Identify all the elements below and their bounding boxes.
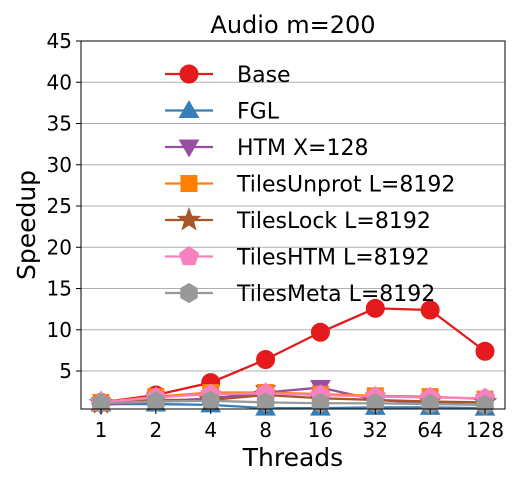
x-ticks: 1 2 4 8 16 32 64 128 bbox=[95, 409, 504, 442]
y-tick-label: 20 bbox=[47, 235, 72, 259]
data-point bbox=[256, 349, 276, 369]
x-tick-label: 64 bbox=[417, 418, 442, 442]
data-point bbox=[420, 300, 440, 320]
y-tick-label: 45 bbox=[47, 29, 72, 53]
series-line bbox=[101, 402, 486, 410]
y-axis-title: Speedup bbox=[12, 170, 41, 280]
x-axis-title: Threads bbox=[242, 443, 343, 472]
y-tick-label: 35 bbox=[47, 112, 72, 136]
legend-entry: TilesHTM L=8192 bbox=[165, 246, 430, 271]
legend-entry: TilesMeta L=8192 bbox=[165, 282, 435, 307]
x-tick-label: 1 bbox=[95, 418, 108, 442]
legend-label: HTM X=128 bbox=[237, 136, 368, 161]
y-tick-label: 40 bbox=[47, 70, 72, 94]
legend-label: Base bbox=[237, 63, 291, 88]
plot-frame bbox=[80, 40, 506, 410]
series-line bbox=[100, 393, 486, 405]
grid-lines bbox=[81, 40, 505, 372]
x-tick-label: 4 bbox=[204, 418, 217, 442]
x-tick-label: 8 bbox=[259, 418, 272, 442]
data-point bbox=[147, 391, 165, 412]
legend-label: TilesHTM L=8192 bbox=[236, 246, 430, 271]
y-ticks: 5 10 15 20 25 30 35 40 45 bbox=[47, 29, 81, 383]
data-point bbox=[365, 298, 385, 318]
y-tick-label: 15 bbox=[47, 277, 72, 301]
legend-entry: FGL bbox=[165, 100, 280, 125]
legend-label: TilesUnprot L=8192 bbox=[236, 173, 455, 198]
series-line bbox=[100, 399, 486, 407]
legend-marker bbox=[180, 282, 198, 304]
legend-marker bbox=[179, 64, 199, 84]
legend-marker bbox=[178, 100, 200, 118]
y-tick-label: 5 bbox=[59, 359, 72, 383]
legend-entry: Base bbox=[165, 63, 291, 88]
legend-marker bbox=[180, 175, 198, 192]
x-tick-label: 32 bbox=[363, 418, 388, 442]
legend: Base FGL HTM X=128 TilesUnprot L=8192 TilesL… bbox=[165, 63, 455, 307]
legend-entry: HTM X=128 bbox=[165, 136, 368, 161]
series-layer bbox=[88, 298, 498, 416]
legend-label: FGL bbox=[237, 100, 280, 125]
legend-label: TilesMeta L=8192 bbox=[236, 282, 435, 307]
y-tick-label: 30 bbox=[47, 153, 72, 177]
chart-title: Audio m=200 bbox=[210, 11, 375, 39]
legend-entry: TilesUnprot L=8192 bbox=[165, 173, 455, 198]
legend-label: TilesLock L=8192 bbox=[236, 209, 431, 234]
legend-marker bbox=[178, 139, 200, 158]
y-tick-label: 10 bbox=[47, 318, 72, 342]
legend-entry: TilesLock L=8192 bbox=[165, 207, 431, 234]
data-point bbox=[476, 394, 494, 415]
x-tick-label: 2 bbox=[149, 418, 162, 442]
y-tick-label: 25 bbox=[47, 194, 72, 218]
legend-marker bbox=[176, 207, 202, 231]
data-point bbox=[475, 341, 495, 361]
data-point bbox=[201, 390, 220, 411]
data-point bbox=[310, 322, 330, 342]
x-tick-label: 128 bbox=[466, 418, 504, 442]
x-tick-label: 16 bbox=[308, 418, 333, 442]
legend-marker bbox=[178, 245, 200, 266]
